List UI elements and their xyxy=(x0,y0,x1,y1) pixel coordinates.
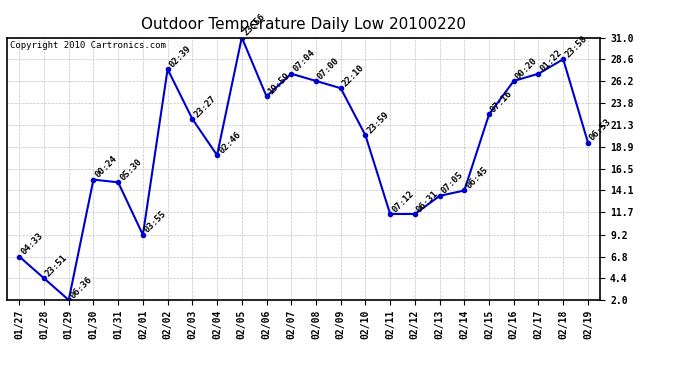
Text: 23:27: 23:27 xyxy=(193,94,218,119)
Text: 23:51: 23:51 xyxy=(44,253,70,278)
Text: 06:45: 06:45 xyxy=(464,165,490,190)
Text: 19:59: 19:59 xyxy=(266,71,292,96)
Text: Copyright 2010 Cartronics.com: Copyright 2010 Cartronics.com xyxy=(10,42,166,51)
Text: 07:05: 07:05 xyxy=(440,171,465,196)
Text: 06:31: 06:31 xyxy=(415,189,440,214)
Text: 02:39: 02:39 xyxy=(168,44,193,69)
Text: 23:58: 23:58 xyxy=(563,34,589,59)
Text: 00:20: 00:20 xyxy=(514,56,539,81)
Text: Outdoor Temperature Daily Low 20100220: Outdoor Temperature Daily Low 20100220 xyxy=(141,17,466,32)
Text: 05:30: 05:30 xyxy=(118,157,144,182)
Text: 07:16: 07:16 xyxy=(489,89,515,114)
Text: 04:33: 04:33 xyxy=(19,231,45,256)
Text: 06:53: 06:53 xyxy=(588,117,613,142)
Text: 00:24: 00:24 xyxy=(93,154,119,180)
Text: 07:04: 07:04 xyxy=(291,48,317,74)
Text: 07:12: 07:12 xyxy=(390,189,415,214)
Text: 06:36: 06:36 xyxy=(69,274,94,300)
Text: 03:55: 03:55 xyxy=(143,210,168,235)
Text: 22:10: 22:10 xyxy=(341,63,366,88)
Text: 07:00: 07:00 xyxy=(316,56,342,81)
Text: 23:56: 23:56 xyxy=(241,12,267,38)
Text: 02:46: 02:46 xyxy=(217,130,242,155)
Text: 23:59: 23:59 xyxy=(366,110,391,135)
Text: 01:22: 01:22 xyxy=(538,48,564,74)
